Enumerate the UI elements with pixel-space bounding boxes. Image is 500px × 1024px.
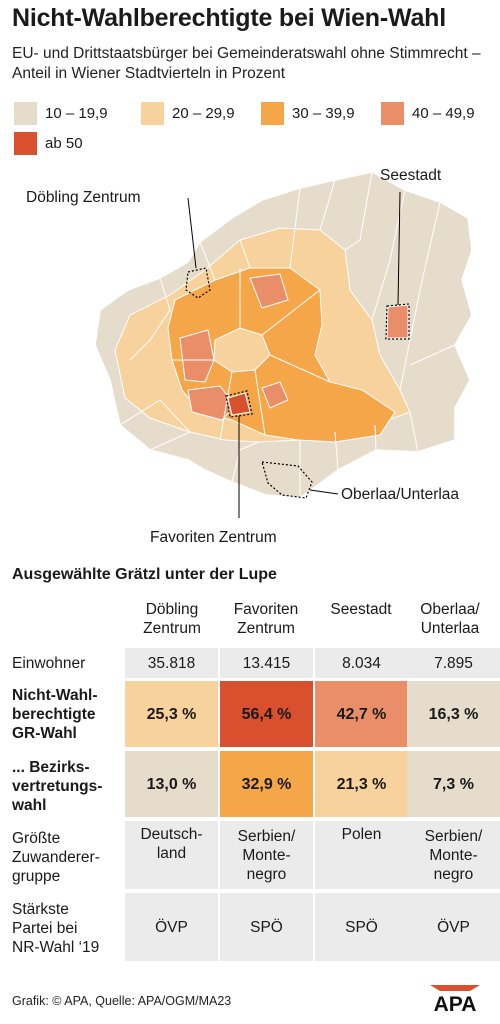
col-head-oberlaa: Oberlaa/ Unterlaa (420, 601, 480, 637)
cell-einwohner: 8.034 (315, 648, 408, 678)
legend-swatch (381, 102, 404, 125)
zone-40-49-b (187, 385, 236, 421)
cell-partei: ÖVP (407, 893, 500, 961)
apa-logo: APA (430, 985, 480, 1013)
oberlaa-leader (309, 489, 339, 495)
legend-swatch (14, 102, 37, 125)
cell-zuwanderer: Polen (315, 821, 408, 889)
zone-50-plus (227, 392, 251, 416)
cell-bv-wahl: 21,3 % (315, 751, 408, 817)
favoriten-label: Favoriten Zentrum (150, 529, 277, 546)
seestadt-outline (385, 303, 410, 340)
row-label-partei: Stärkste Partei bei NR-Wahl ‘19 (12, 901, 100, 956)
cell-einwohner: 35.818 (125, 648, 218, 678)
legend-swatch (141, 102, 164, 125)
cell-bv-wahl: 32,9 % (220, 751, 313, 817)
doebling-label: Döbling Zentrum (26, 189, 141, 206)
cell-einwohner: 13.415 (220, 648, 313, 678)
zone-centre (213, 327, 271, 373)
cell-partei: SPÖ (315, 893, 408, 961)
legend-label: 20 – 29,9 (172, 105, 235, 122)
zone-40-49-d (261, 381, 289, 409)
cell-bv-wahl: 13,0 % (125, 751, 218, 817)
legend-swatch (261, 102, 284, 125)
source-note: Grafik: © APA, Quelle: APA/OGM/MA23 (12, 994, 232, 1008)
cell-zuwanderer: Serbien/ Monte- negro (407, 821, 500, 889)
legend-swatch (14, 132, 37, 155)
zone-40-49-a (179, 329, 215, 383)
favoriten-outline (225, 390, 253, 418)
legend-item: 30 – 39,9 (261, 102, 355, 125)
section-title: Ausgewählte Grätzl unter der Lupe (12, 566, 277, 583)
cell-bv-wahl: 7,3 % (407, 751, 500, 817)
zone-40-49-seestadt (386, 304, 409, 339)
cell-partei: ÖVP (125, 893, 218, 961)
col-head-seestadt: Seestadt (330, 601, 392, 618)
legend-label: 10 – 19,9 (45, 105, 108, 122)
oberlaa-label: Oberlaa/Unterlaa (341, 486, 459, 503)
cell-partei: SPÖ (220, 893, 313, 961)
district-lines (119, 172, 456, 498)
doebling-outline (185, 267, 211, 299)
col-head-favoriten: Favoriten Zentrum (233, 601, 299, 637)
seestadt-label: Seestadt (380, 167, 442, 184)
legend-label: ab 50 (45, 135, 83, 152)
legend-item: ab 50 (14, 132, 83, 155)
col-head-doebling: Döbling Zentrum (143, 601, 201, 637)
cell-gr-wahl: 25,3 % (125, 681, 218, 747)
row-label-gr-wahl: Nicht-Wahl- berechtigte GR-Wahl (12, 687, 98, 742)
chart-subtitle: EU- und Drittstaatsbürger bei Gemeindera… (12, 45, 481, 82)
row-label-bv-wahl: ... Bezirks- vertretungs- wahl (12, 759, 103, 814)
legend-label: 40 – 49,9 (412, 105, 475, 122)
cell-gr-wahl: 42,7 % (315, 681, 408, 747)
row-label-einwohner: Einwohner (12, 655, 86, 672)
chart-title: Nicht-Wahlberechtigte bei Wien-Wahl (12, 4, 446, 32)
legend-item: 10 – 19,9 (14, 102, 108, 125)
cell-gr-wahl: 56,4 % (220, 681, 313, 747)
cell-gr-wahl: 16,3 % (407, 681, 500, 747)
svg-text:APA: APA (434, 993, 477, 1013)
cell-einwohner: 7.895 (407, 648, 500, 678)
cell-zuwanderer: Serbien/ Monte- negro (220, 821, 313, 889)
oberlaa-outline (261, 461, 313, 499)
zone-40-49-c (249, 273, 289, 309)
legend-item: 20 – 29,9 (141, 102, 235, 125)
seestadt-leader (397, 191, 401, 306)
vienna-district-map: Döbling Zentrum Seestadt Oberlaa/Unterla… (26, 167, 473, 546)
row-label-zuwanderer: Größte Zuwanderer- gruppe (12, 830, 100, 885)
legend-item: 40 – 49,9 (381, 102, 475, 125)
legend-label: 30 – 39,9 (292, 105, 355, 122)
doebling-leader (187, 197, 197, 269)
cell-zuwanderer: Deutsch- land (125, 821, 218, 889)
